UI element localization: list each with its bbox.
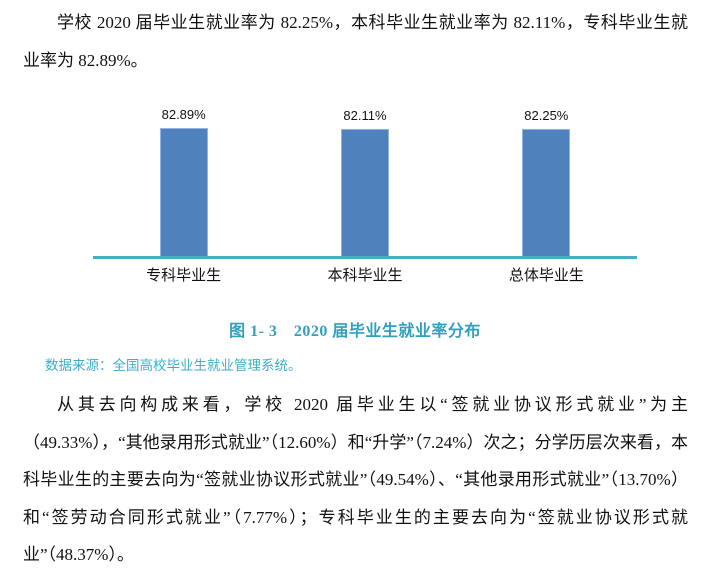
bar-group: 82.89% (93, 106, 274, 256)
bar-value-label: 82.25% (524, 107, 569, 123)
data-source-note: 数据来源：全国高校毕业生就业管理系统。 (45, 358, 302, 373)
category-label: 总体毕业生 (508, 268, 584, 284)
bar (159, 127, 208, 256)
bar-value-label: 82.11% (343, 107, 387, 123)
bar-value-label: 82.89% (161, 106, 206, 122)
bar-chart: 82.89% 82.11% 82.25% 专科毕业生 本科毕业生 总体毕业生 (93, 100, 637, 285)
bar (340, 128, 389, 256)
category-label: 专科毕业生 (146, 268, 222, 284)
paragraph-destination-composition: 从其去向构成来看，学校 2020 届毕业生以“签就业协议形式就业”为主（49.3… (23, 395, 688, 564)
bar-group: 82.25% (456, 107, 637, 256)
document-page: 学校 2020 届毕业生就业率为 82.25%，本科毕业生就业率为 82.11%… (0, 4, 710, 574)
paragraph-employment-rate: 学校 2020 届毕业生就业率为 82.25%，本科毕业生就业率为 82.11%… (23, 13, 688, 70)
chart-category-axis: 专科毕业生 本科毕业生 总体毕业生 (93, 264, 637, 285)
chart-plot-area: 82.89% 82.11% 82.25% (93, 100, 637, 259)
figure-caption: 图 1- 3 2020 届毕业生就业率分布 (229, 323, 481, 340)
bar-group: 82.11% (274, 108, 455, 256)
category-label: 本科毕业生 (327, 268, 403, 284)
bar (522, 128, 571, 256)
